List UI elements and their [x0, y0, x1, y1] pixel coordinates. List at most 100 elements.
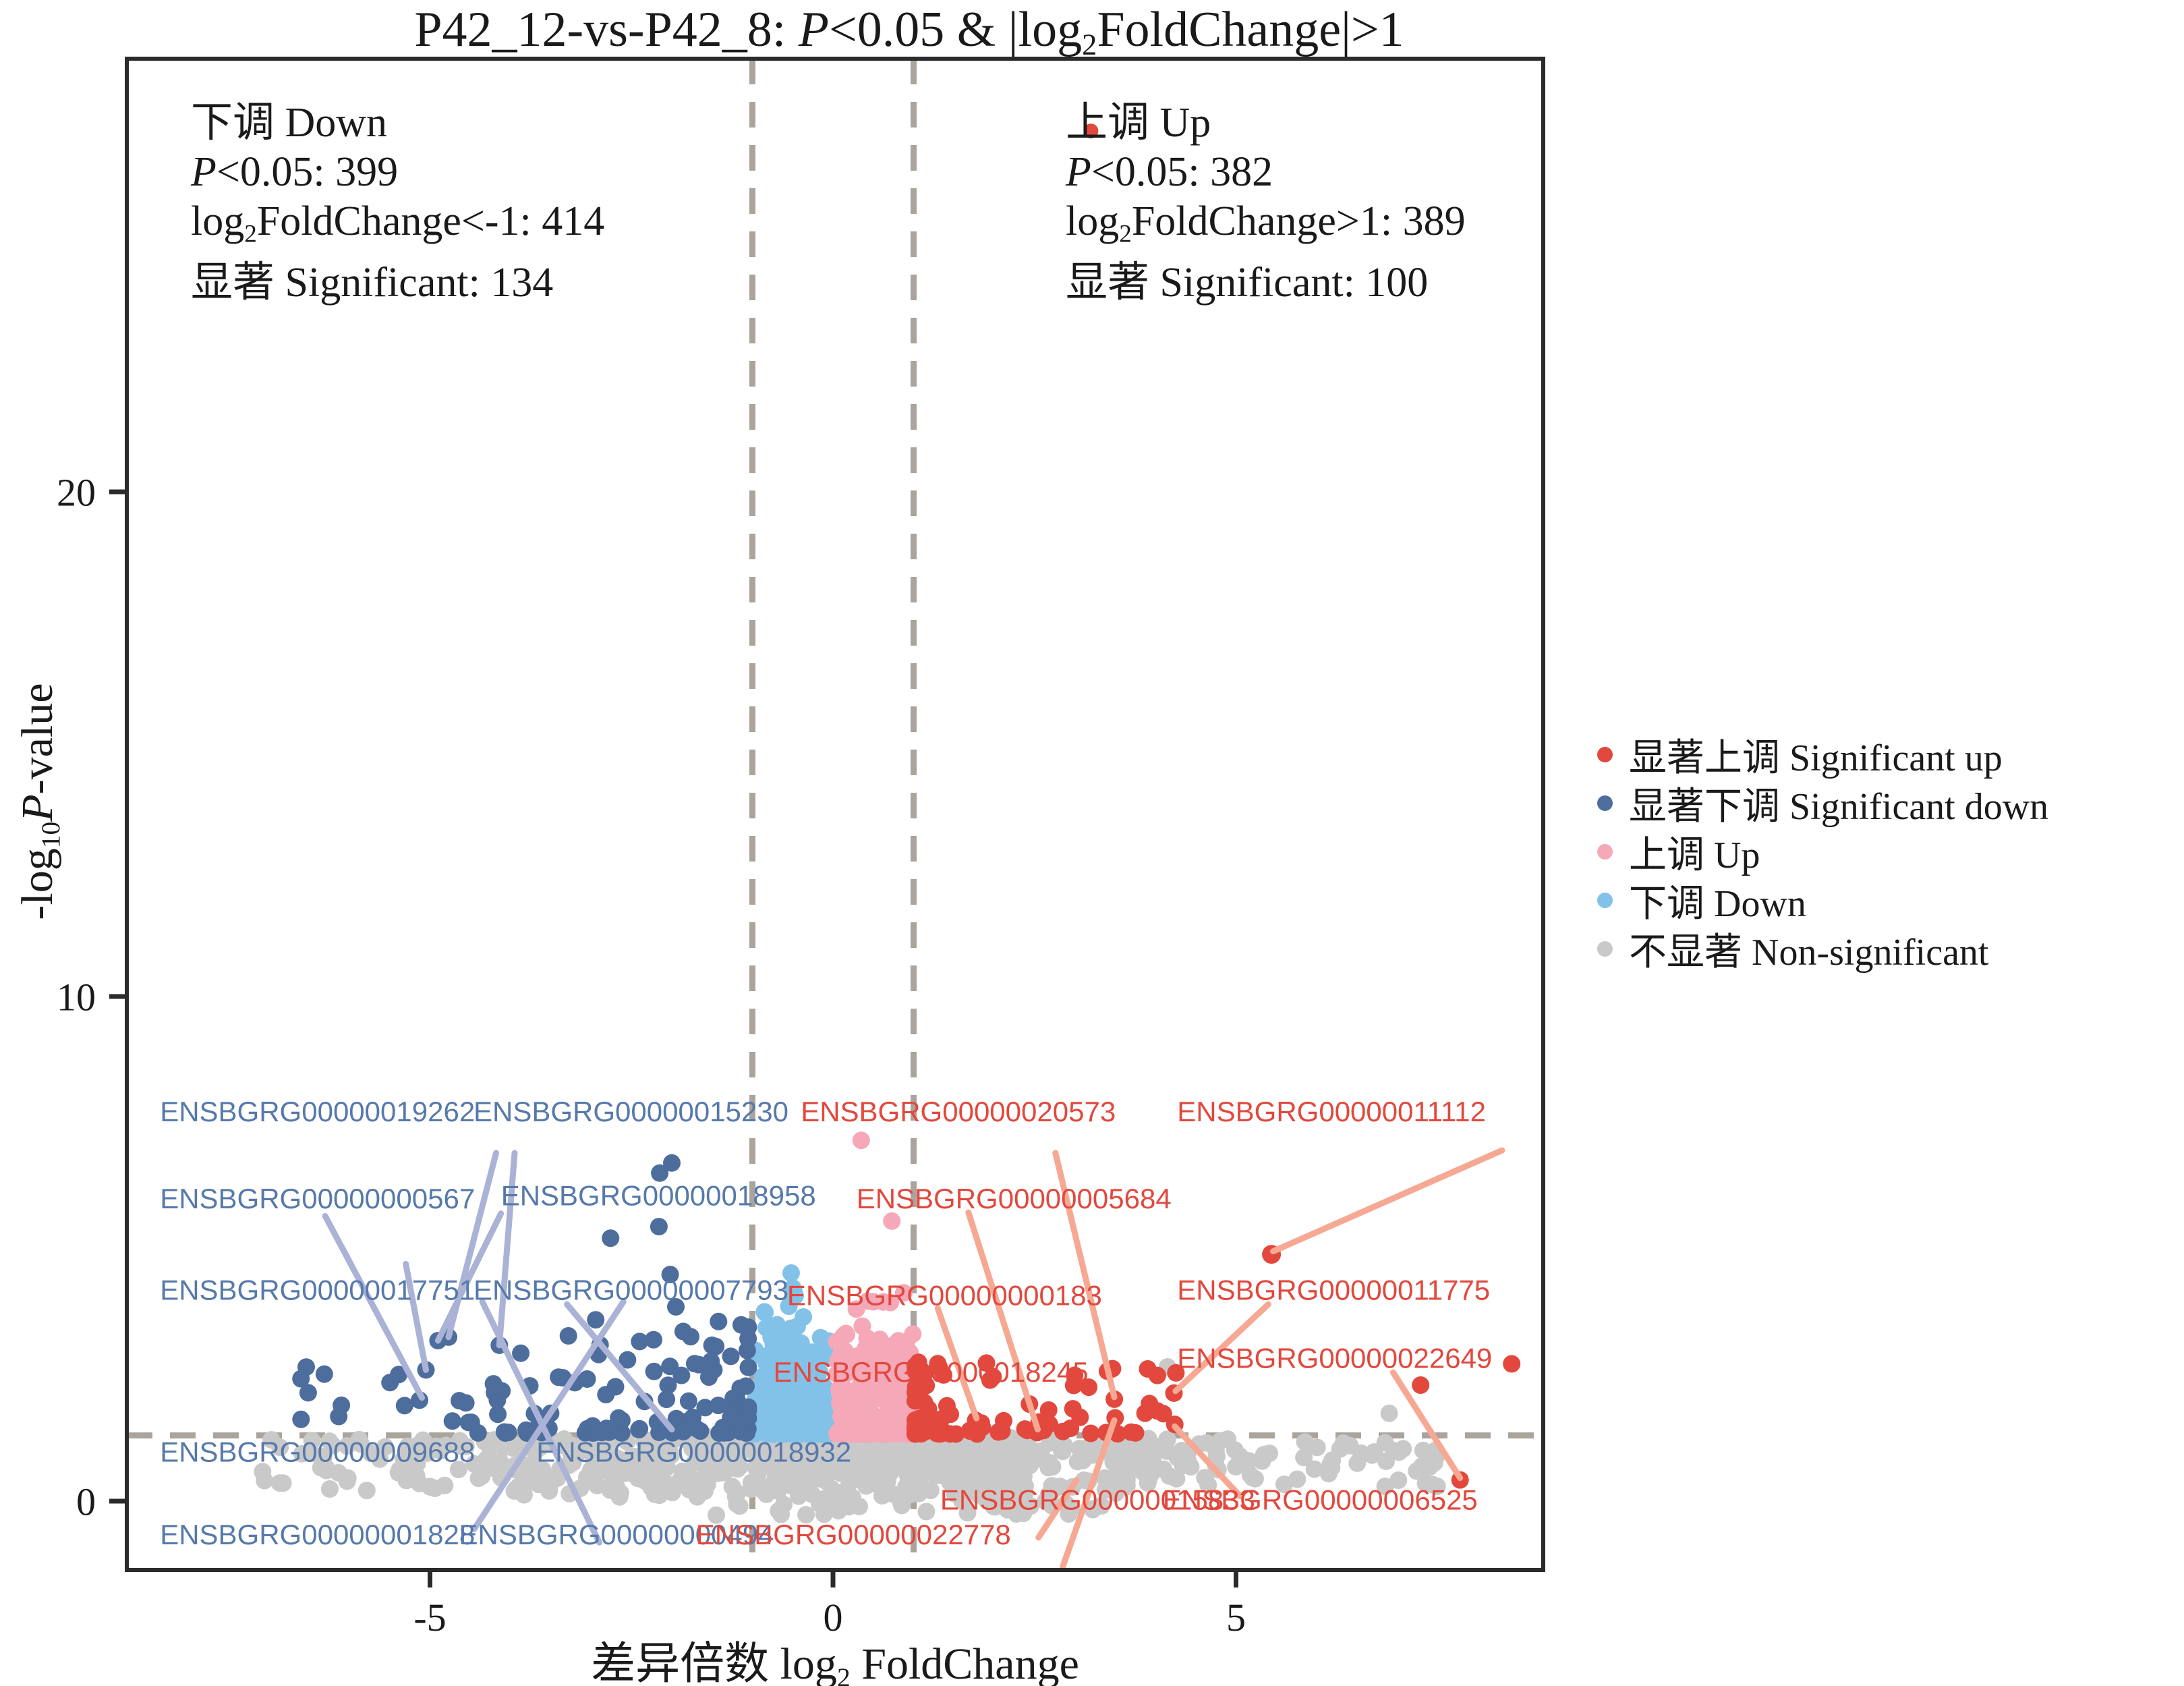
plot-title: P42_12-vs-P42_8: P<0.05 & |log2FoldChang…: [127, 1, 1692, 61]
data-point-notable: [292, 1410, 310, 1428]
data-point: [958, 1504, 977, 1522]
gene-label: ENSBGRG00000000567: [160, 1183, 475, 1214]
data-point: [852, 1375, 869, 1393]
data-point: [1139, 1471, 1157, 1489]
points-red: [906, 123, 1521, 1489]
data-point: [1096, 1469, 1114, 1487]
data-point-notable: [1412, 1376, 1430, 1394]
data-point: [908, 1473, 926, 1491]
gene-label: ENSBGRG00000018245: [774, 1356, 1089, 1388]
data-point: [1319, 1465, 1338, 1483]
x-tick-label: 5: [1226, 1596, 1246, 1639]
legend-dot-icon: [1597, 843, 1613, 860]
text-segment: <0.05: 382: [1091, 149, 1273, 195]
data-point: [608, 1449, 626, 1467]
data-point: [659, 1376, 677, 1395]
data-point: [1062, 1420, 1080, 1437]
gene-label: ENSBGRG00000017751: [160, 1274, 475, 1305]
leader-line: [1172, 1301, 1271, 1395]
leader-line: [479, 1299, 602, 1546]
data-point: [687, 1420, 706, 1438]
text-segment: P42_12-vs-P42_8:: [414, 2, 799, 57]
text-segment: <0.05 & |log: [828, 2, 1083, 57]
data-point: [847, 1462, 865, 1480]
data-point: [443, 1412, 461, 1430]
data-point: [764, 1461, 782, 1479]
data-point: [541, 1476, 559, 1493]
legend-item-1: 显著下调 Significant down: [1597, 779, 2048, 828]
data-point: [1107, 1484, 1125, 1502]
text-segment: 10: [36, 821, 66, 849]
gene-label: ENSBGRG00000018958: [501, 1179, 816, 1211]
data-point: [1246, 1469, 1264, 1488]
annotation-up-line-4: 显著 Significant: 100: [1066, 258, 1466, 308]
data-point-notable: [333, 1396, 351, 1414]
text-segment: -value: [12, 683, 62, 795]
data-point: [512, 1344, 530, 1362]
axis-ticks: -5 0 5 0 10 20: [57, 470, 1246, 1639]
gene-label: ENSBGRG00000020573: [801, 1096, 1116, 1127]
data-point: [625, 1449, 643, 1467]
data-point: [660, 1438, 677, 1457]
data-point: [631, 1332, 649, 1351]
data-point: [878, 1424, 896, 1442]
points-lightblue: [744, 1264, 839, 1443]
data-point: [1275, 1476, 1293, 1493]
data-point: [809, 1354, 828, 1372]
text-segment: 显著 Significant: 100: [1066, 260, 1429, 306]
leader-line: [1390, 1369, 1464, 1482]
data-point: [597, 1386, 615, 1404]
data-point: [852, 1345, 870, 1364]
data-point: [928, 1444, 946, 1463]
data-point: [696, 1399, 714, 1417]
data-point: [1037, 1492, 1055, 1511]
data-point: [737, 1408, 755, 1426]
legend-dot-icon: [1597, 940, 1613, 957]
data-point: [674, 1322, 692, 1341]
data-point: [1060, 1505, 1078, 1523]
data-point: [730, 1458, 749, 1476]
y-tick-label: 10: [57, 975, 96, 1019]
data-point: [709, 1397, 727, 1415]
data-point: [929, 1466, 948, 1484]
gene-label: ENSBGRG00000015833: [940, 1484, 1255, 1516]
data-point: [814, 1490, 832, 1508]
data-point: [683, 1440, 701, 1457]
text-segment: <0.05: 399: [216, 149, 399, 195]
data-point: [1389, 1471, 1408, 1489]
data-point: [362, 1444, 380, 1463]
text-segment: log: [191, 198, 245, 244]
annotation-down-line-1: 下调 Down: [191, 99, 604, 148]
data-point: [882, 1293, 899, 1312]
data-point: [1039, 1401, 1058, 1419]
data-point: [619, 1351, 637, 1369]
data-point: [528, 1461, 546, 1480]
data-point: [960, 1465, 978, 1484]
data-point: [1064, 1400, 1082, 1418]
data-point: [297, 1358, 315, 1376]
leader-line: [1052, 1150, 1118, 1401]
data-point: [770, 1502, 788, 1520]
data-point: [1052, 1442, 1070, 1460]
gene-label: ENSBGRG00000015230: [473, 1096, 788, 1127]
legend-dot-icon: [1597, 795, 1613, 811]
gene-label: ENSBGRG00000005684: [857, 1183, 1172, 1214]
data-point-notable: [782, 1264, 800, 1282]
data-point: [685, 1471, 703, 1490]
data-point-notable: [864, 1293, 882, 1311]
data-point: [739, 1358, 757, 1376]
legend-item-0: 显著上调 Significant up: [1597, 730, 2048, 779]
data-point: [350, 1430, 368, 1449]
data-point: [768, 1316, 786, 1334]
data-point: [929, 1355, 947, 1373]
data-point: [917, 1456, 936, 1474]
data-point-notable: [852, 1131, 870, 1150]
data-point: [907, 1425, 925, 1443]
legend-item-3: 下调 Down: [1597, 876, 2048, 925]
annotation-down-line-4: 显著 Significant: 134: [191, 258, 604, 308]
data-point: [863, 1405, 881, 1423]
data-point: [635, 1471, 653, 1490]
data-point-notable: [651, 1164, 669, 1182]
